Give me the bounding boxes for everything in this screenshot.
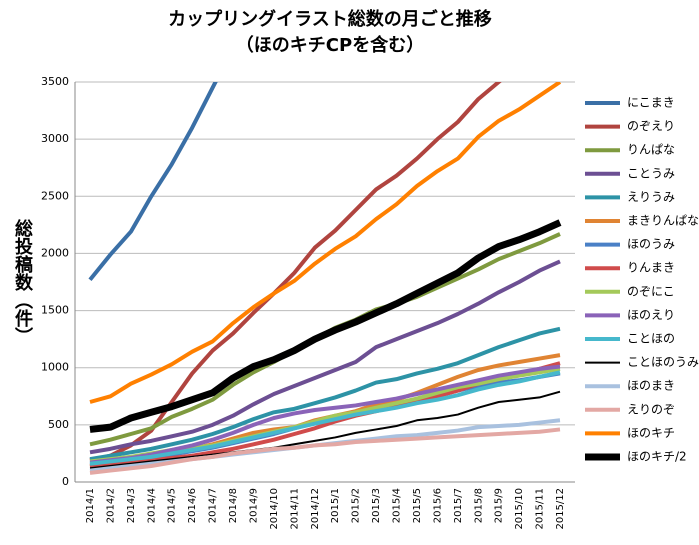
x-tick-label: 2015/4 — [392, 488, 403, 523]
y-tick-label: 2500 — [41, 189, 69, 202]
x-tick-label: 2015/12 — [555, 488, 566, 530]
chart-subtitle: （ほのキチCPを含む） — [236, 34, 424, 56]
x-tick-label: 2015/5 — [412, 488, 423, 523]
plot-area — [88, 82, 562, 475]
y-tick-label: 500 — [48, 418, 69, 431]
x-tick-label: 2014/12 — [310, 488, 321, 530]
y-tick-label: 1000 — [41, 361, 69, 374]
series-line — [89, 326, 561, 462]
legend-label: ほのキチ/2 — [627, 450, 687, 464]
legend-label: まきりんぱな — [627, 214, 699, 228]
series-line — [89, 427, 561, 475]
y-tick-label: 3500 — [41, 75, 69, 88]
x-tick-label: 2015/9 — [494, 488, 505, 523]
series-line — [88, 82, 218, 281]
legend-label: ことうみ — [627, 166, 675, 180]
x-tick-label: 2014/10 — [269, 488, 280, 530]
x-tick-label: 2015/8 — [473, 488, 484, 523]
series-line — [89, 259, 561, 455]
x-tick-label: 2014/1 — [85, 488, 96, 523]
x-tick-label: 2014/9 — [248, 488, 259, 523]
x-tick-label: 2014/11 — [289, 488, 300, 530]
legend-label: えりうみ — [627, 190, 675, 204]
y-tick-label: 3000 — [41, 132, 69, 145]
legend-label: ことほの — [627, 332, 675, 346]
x-tick-label: 2015/1 — [330, 488, 341, 523]
x-tick-label: 2014/4 — [146, 488, 157, 523]
series-line — [89, 82, 562, 404]
x-tick-label: 2015/6 — [432, 488, 443, 523]
legend-label: りんまき — [627, 261, 675, 275]
x-tick-label: 2014/3 — [126, 488, 137, 523]
series-line — [89, 219, 562, 433]
x-tick-label: 2015/3 — [371, 488, 382, 523]
chart-title: カップリングイラスト総数の月ごと推移 — [168, 8, 492, 30]
series-line — [89, 370, 561, 466]
y-tick-label: 0 — [62, 475, 69, 488]
x-tick-label: 2014/6 — [187, 488, 198, 523]
legend-label: えりのぞ — [627, 402, 675, 416]
legend-label: にこまき — [627, 96, 675, 110]
x-tick-label: 2014/2 — [105, 488, 116, 523]
x-tick-label: 2015/10 — [514, 488, 525, 530]
y-axis-label: 総投稿数（件） — [12, 218, 33, 345]
y-tick-label: 2000 — [41, 246, 69, 259]
x-tick-label: 2015/2 — [351, 488, 362, 523]
legend-label: ほのうみ — [627, 237, 675, 251]
legend-label: ことほのうみ — [627, 355, 699, 369]
legend-label: のぞえり — [627, 119, 675, 133]
legend-label: ほのえり — [627, 308, 675, 322]
legend-label: りんぱな — [627, 143, 675, 157]
legend-label: のぞにこ — [627, 284, 675, 298]
series-line — [89, 82, 502, 463]
x-tick-label: 2014/7 — [208, 488, 219, 523]
x-tick-label: 2015/7 — [453, 488, 464, 523]
x-tick-label: 2015/11 — [535, 488, 546, 530]
legend-label: ほのまき — [627, 379, 675, 393]
series-line — [89, 390, 561, 470]
x-tick-label: 2014/5 — [167, 488, 178, 523]
y-tick-label: 1500 — [41, 304, 69, 317]
legend-label: ほのキチ — [627, 426, 675, 440]
x-tick-label: 2014/8 — [228, 488, 239, 523]
series-line — [89, 364, 561, 465]
